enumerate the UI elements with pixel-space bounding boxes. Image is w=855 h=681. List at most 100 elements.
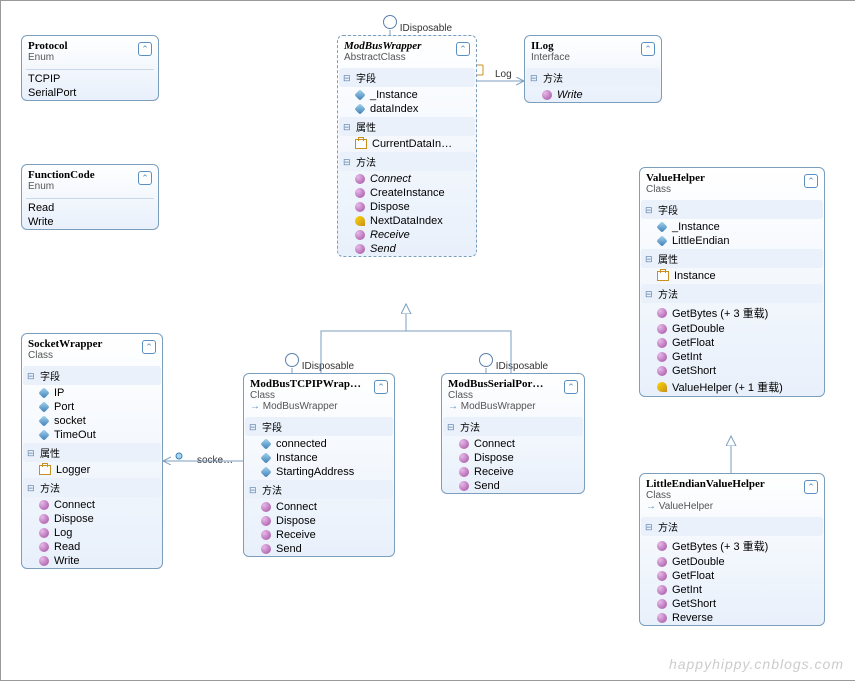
enum-item: Write: [22, 215, 158, 229]
section-props[interactable]: ⊟属性: [641, 249, 823, 268]
method-item: GetInt: [640, 350, 824, 364]
section-methods[interactable]: ⊟方法: [641, 517, 823, 536]
field-item: dataIndex: [338, 102, 476, 116]
method-item: Read: [22, 540, 162, 554]
field-icon: [260, 438, 271, 449]
property-icon: [657, 271, 669, 281]
section-methods[interactable]: ⊟方法: [443, 417, 583, 436]
property-icon: [39, 465, 51, 475]
title: LittleEndianValueHelper: [646, 478, 818, 490]
stereotype: Interface: [531, 52, 655, 63]
section-methods[interactable]: ⊟方法: [641, 284, 823, 303]
method-item: Dispose: [338, 200, 476, 214]
method-item: NextDataIndex: [338, 214, 476, 228]
section-methods[interactable]: ⊟方法: [23, 478, 161, 497]
collapse-icon[interactable]: ⌃: [138, 171, 152, 185]
collapse-icon[interactable]: ⌃: [138, 42, 152, 56]
lollipop-icon: [285, 353, 299, 367]
box-functioncode[interactable]: FunctionCodeEnum⌃ Read Write: [21, 164, 159, 230]
stereotype: Enum: [28, 52, 152, 63]
method-icon: [355, 202, 365, 212]
collapse-icon[interactable]: ⌃: [641, 42, 655, 56]
field-icon: [38, 429, 49, 440]
method-icon: [657, 557, 667, 567]
method-item: Receive: [244, 528, 394, 542]
method-icon: [39, 500, 49, 510]
method-item: Write: [525, 88, 661, 102]
prop-item: Logger: [22, 463, 162, 477]
field-icon: [38, 415, 49, 426]
method-icon: [657, 585, 667, 595]
method-icon: [459, 481, 469, 491]
field-icon: [656, 221, 667, 232]
method-item: GetFloat: [640, 569, 824, 583]
enum-item: TCPIP: [22, 72, 158, 86]
collapse-icon[interactable]: ⌃: [142, 340, 156, 354]
inherit: → ValueHelper: [646, 501, 818, 512]
stereotype: Class: [250, 390, 388, 401]
section-methods[interactable]: ⊟方法: [526, 68, 660, 87]
section-fields[interactable]: ⊟字段: [23, 366, 161, 385]
field-item: IP: [22, 386, 162, 400]
interface-label: IDisposable: [302, 361, 354, 372]
method-icon: [261, 530, 271, 540]
method-icon: [261, 502, 271, 512]
method-icon: [261, 516, 271, 526]
method-item: Send: [442, 479, 584, 493]
box-valuehelper[interactable]: ValueHelperClass⌃ ⊟字段 _Instance LittleEn…: [639, 167, 825, 397]
field-icon: [38, 401, 49, 412]
section-fields[interactable]: ⊟字段: [339, 68, 475, 87]
field-icon: [38, 387, 49, 398]
collapse-icon[interactable]: ⌃: [456, 42, 470, 56]
section-props[interactable]: ⊟属性: [23, 443, 161, 462]
title: ModBusSerialPor…: [448, 378, 578, 390]
field-icon: [354, 89, 365, 100]
box-modbusserial[interactable]: ModBusSerialPor…Class→ ModBusWrapper⌃ ⊟方…: [441, 373, 585, 494]
method-item: Connect: [244, 500, 394, 514]
lollipop-icon: [383, 15, 397, 29]
field-item: StartingAddress: [244, 465, 394, 479]
stereotype: Class: [646, 184, 818, 195]
field-item: Port: [22, 400, 162, 414]
section-fields[interactable]: ⊟字段: [245, 417, 393, 436]
method-item: GetBytes (+ 3 重载): [640, 537, 824, 555]
assoc-label-socket: socke…: [197, 455, 233, 466]
box-modbustcp[interactable]: ModBusTCPIPWrap…Class→ ModBusWrapper⌃ ⊟字…: [243, 373, 395, 557]
method-icon: [39, 514, 49, 524]
method-icon: [657, 338, 667, 348]
stereotype: Class: [28, 350, 156, 361]
stereotype: AbstractClass: [344, 52, 470, 63]
method-item: GetShort: [640, 597, 824, 611]
box-socketwrapper[interactable]: SocketWrapperClass⌃ ⊟字段 IP Port socket T…: [21, 333, 163, 569]
method-icon: [657, 541, 667, 551]
section-methods[interactable]: ⊟方法: [339, 152, 475, 171]
method-item: GetShort: [640, 364, 824, 378]
method-item: Dispose: [22, 512, 162, 526]
box-protocol[interactable]: ProtocolEnum⌃ TCPIP SerialPort: [21, 35, 159, 101]
section-props[interactable]: ⊟属性: [339, 117, 475, 136]
prop-item: Instance: [640, 269, 824, 283]
title: ILog: [531, 40, 655, 52]
box-ilog[interactable]: ILogInterface⌃ ⊟方法 Write: [524, 35, 662, 103]
collapse-icon[interactable]: ⌃: [374, 380, 388, 394]
section-methods[interactable]: ⊟方法: [245, 480, 393, 499]
method-icon: [39, 542, 49, 552]
method-icon: [657, 308, 667, 318]
box-levaluehelper[interactable]: LittleEndianValueHelperClass→ ValueHelpe…: [639, 473, 825, 626]
prop-item: CurrentDataIn…: [338, 137, 476, 151]
collapse-icon[interactable]: ⌃: [804, 174, 818, 188]
method-item: Dispose: [442, 451, 584, 465]
method-item: GetDouble: [640, 322, 824, 336]
method-icon: [657, 613, 667, 623]
method-icon: [39, 528, 49, 538]
field-item: _Instance: [338, 88, 476, 102]
method-item: Receive: [338, 228, 476, 242]
property-icon: [355, 139, 367, 149]
box-modbuswrapper[interactable]: ModBusWrapperAbstractClass⌃ ⊟字段 _Instanc…: [337, 35, 477, 257]
method-icon: [657, 366, 667, 376]
section-fields[interactable]: ⊟字段: [641, 200, 823, 219]
collapse-icon[interactable]: ⌃: [804, 480, 818, 494]
method-item: GetInt: [640, 583, 824, 597]
method-item: CreateInstance: [338, 186, 476, 200]
collapse-icon[interactable]: ⌃: [564, 380, 578, 394]
